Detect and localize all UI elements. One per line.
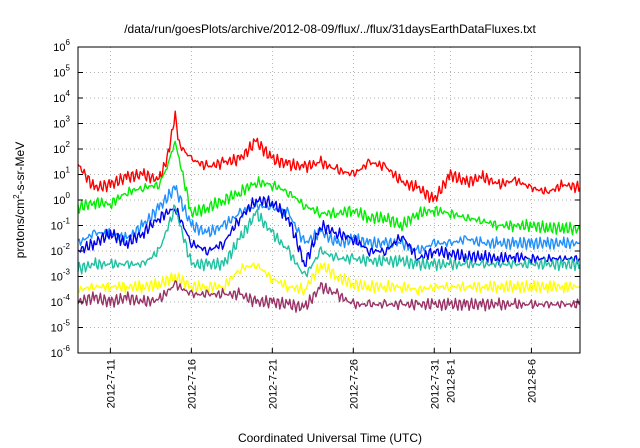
x-tick-label: 2012-8-6 [526, 359, 538, 403]
series-line [77, 204, 581, 278]
series-line [77, 110, 581, 204]
grid-lines [78, 47, 580, 353]
series-line [77, 184, 581, 255]
y-axis-label: protons/cm2-s-sr-MeV [12, 142, 27, 258]
series-line [77, 140, 581, 236]
y-tick-label: 10-1 [51, 217, 71, 233]
y-tick-label: 100 [53, 191, 70, 207]
y-axis-label-sup: 2 [12, 194, 21, 199]
series-line [77, 262, 581, 296]
y-tick-label: 10-5 [51, 319, 71, 335]
y-tick-label: 101 [53, 166, 70, 182]
series-line [77, 280, 581, 313]
x-axis-ticks: 2012-7-11 2012-7-16 2012-7-21 2012-7-26 2012… [105, 348, 538, 409]
x-tick-label: 2012-7-11 [105, 359, 117, 408]
y-axis-label-suffix: -s-sr-MeV [13, 142, 27, 195]
y-tick-label: 10-4 [51, 293, 71, 309]
y-tick-label: 10-6 [51, 344, 71, 360]
y-tick-label: 105 [53, 64, 70, 80]
x-tick-label: 2012-7-26 [348, 359, 360, 409]
y-tick-label: 10-3 [51, 268, 71, 284]
y-tick-label: 104 [53, 89, 70, 105]
y-axis-label-prefix: protons/cm [13, 199, 27, 258]
x-tick-label: 2012-7-16 [186, 359, 198, 409]
series-layer [77, 110, 581, 313]
x-tick-label: 2012-8-1 [445, 359, 457, 403]
y-tick-label: 106 [53, 38, 70, 54]
x-tick-label: 2012-7-21 [267, 359, 279, 409]
x-axis-label: Coordinated Universal Time (UTC) [238, 431, 422, 445]
chart-title: /data/run/goesPlots/archive/2012-08-09/f… [124, 22, 536, 36]
y-tick-label: 103 [53, 115, 70, 131]
x-tick-label: 2012-7-31 [429, 359, 441, 409]
series-line [77, 195, 581, 267]
y-tick-label: 10-2 [51, 242, 71, 258]
y-axis-ticks: 10-6 10-5 10-4 10-3 10-2 10-1 100 101 102 103 104 1… [51, 38, 580, 360]
y-tick-label: 102 [53, 140, 70, 156]
